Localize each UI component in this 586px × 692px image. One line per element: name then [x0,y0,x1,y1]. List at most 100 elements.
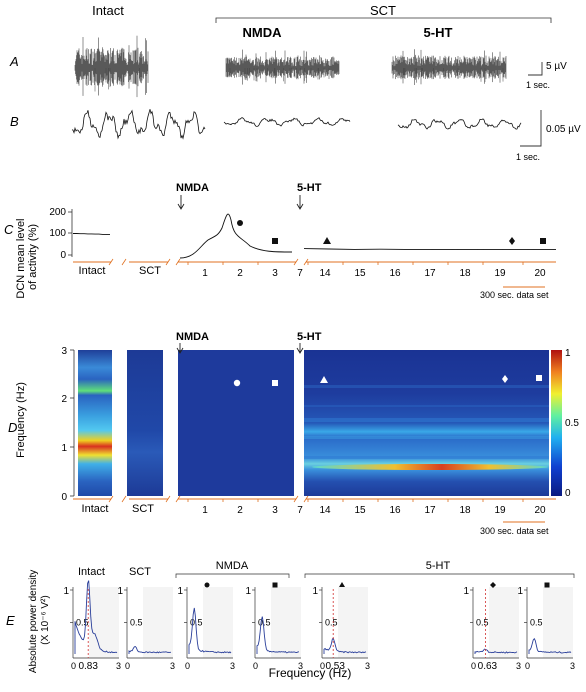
spectrum-line [188,607,232,654]
e-ylabel: Absolute power density (X 10⁻⁶ V²) [28,567,51,673]
d-axis-break-2 [293,495,309,503]
c-tick-ht-3: 16 [389,268,401,279]
spectrum-ytick-label-05: 0.5 [190,618,203,628]
c-sct-label: SCT [139,265,161,277]
raw-trace-ht [391,49,507,85]
d-ht-streaks [304,385,549,459]
intact-header: Intact [92,3,124,18]
scale-b-amp: 0.05 µV [546,124,581,135]
spectrum-xtick-0: 0 [525,661,530,671]
scale-b-time: 1 sec. [516,152,540,162]
spectrum-line [256,616,300,654]
colorbar-ticks: 1 0.5 0 [565,348,579,499]
c-ht-arrow [296,195,304,210]
spectrum-marker-square [544,582,550,588]
spectrum-line [128,645,172,654]
sct-header: SCT [370,3,396,18]
colorbar-tick-0: 0 [565,488,571,499]
spectrum-xtick-3: 3 [365,661,370,671]
e-xlabel: Frequency (Hz) [269,666,352,680]
e-ht-bracket [304,573,575,578]
spectrum-xtick-0: 0 [125,661,130,671]
d-tick-ht-4: 17 [424,505,436,516]
spectrum-peak-label: 0.63 [478,661,498,672]
spectrum-xtick-0: 0 [253,661,258,671]
d-intact-label: Intact [82,503,109,515]
d-ylabel: Frequency (Hz) [15,382,27,458]
spectrum-ytick-label-1: 1 [517,586,523,597]
filtered-trace-intact [71,109,206,140]
d-ytick-3: 3 [61,346,67,357]
spectrum-ytick-label-1: 1 [63,586,69,597]
c-axis-break-1 [165,258,181,266]
d-ht-band [312,464,548,470]
e-nmda-header: NMDA [216,560,249,572]
nmda-header: NMDA [243,25,283,40]
spectrum-line [74,580,118,654]
spectrum-marker-circle [204,582,210,588]
d-tick-ht-3: 16 [389,505,401,516]
sct-bracket [215,17,552,23]
spectrum-xtick-0: 0 [71,661,76,671]
colorbar-tick-1: 1 [565,348,571,359]
c-tick-nmda-2: 3 [272,268,278,279]
spectrum-ytick-label-05: 0.5 [76,618,89,628]
d-marker-diamond [502,375,508,383]
spectrum-ytick-label-05: 0.5 [325,618,338,628]
spectrum-peak-label: 0.53 [325,661,345,672]
spectrum-xtick-0: 0 [320,661,325,671]
c-ylabel-line2: of activity (%) [27,224,39,290]
spectrum-line [323,638,367,654]
spectrum-ytick-label-1: 1 [117,586,123,597]
spectrum-intact: 1 0.5 0 3 0.83 [63,580,121,672]
c-tick-nmda-0: 1 [202,268,208,279]
spectrum-xtick-3: 3 [116,661,121,671]
c-tick-ht-0: 7 [297,268,303,279]
spectrum-ytick-label-05: 0.5 [530,618,543,628]
scale-bar-a [528,62,543,76]
d-ht-marker-label: 5-HT [297,331,322,343]
c-trace-nmda [179,213,293,259]
d-tick-ht-6: 19 [494,505,506,516]
d-axis-break-0 [108,495,127,503]
c-marker-diamond [509,237,515,245]
d-heatmap-nmda [178,350,294,496]
spectrum-xtick-3: 3 [230,661,235,671]
c-tick-nmda-1: 2 [237,268,243,279]
spectrum-ht-3: 1 0.5 0 3 [517,582,575,671]
colorbar [551,350,562,496]
c-yticks: 200 100 0 [49,207,72,261]
d-ytick-2: 2 [61,394,67,405]
spectrum-ytick-label-1: 1 [312,586,318,597]
spectrum-ytick-label-1: 1 [463,586,469,597]
spectrum-ytick-label-1: 1 [177,586,183,597]
spectrum-xtick-0: 0 [471,661,476,671]
c-ytick-100: 100 [49,228,66,239]
spectrum-ht-1: 1 0.5 0 3 0.53 [312,582,370,672]
raw-trace-spikes-intact [94,68,140,92]
d-ht-arrow [296,343,304,354]
d-tick-ht-5: 18 [459,505,471,516]
d-axis-break-1 [165,495,181,503]
d-markers [233,375,542,387]
c-activity-traces [73,213,557,259]
spectrum-marker-triangle [339,582,345,587]
raw-trace-intact [74,35,149,98]
c-ylabel: DCN mean level of activity (%) [15,215,39,298]
spectrum-marker-diamond [490,582,496,588]
d-marker-square-2 [536,375,542,381]
d-nmda-marker-label: NMDA [176,331,209,343]
d-dataset-note: 300 sec. data set [480,526,549,536]
e-ylabel-line1: Absolute power density [28,570,39,673]
c-trace-ht [303,248,557,251]
d-tick-ht-0: 7 [297,505,303,516]
c-ht-marker-label: 5-HT [297,182,322,194]
panel-label-d: D [8,420,17,435]
c-trace-intact [73,233,111,236]
colorbar-tick-05: 0.5 [565,418,579,429]
c-marker-square-2 [540,238,546,244]
spectrum-xtick-3: 3 [570,661,575,671]
panel-label-e: E [6,613,15,628]
c-tick-ht-7: 20 [534,268,546,279]
